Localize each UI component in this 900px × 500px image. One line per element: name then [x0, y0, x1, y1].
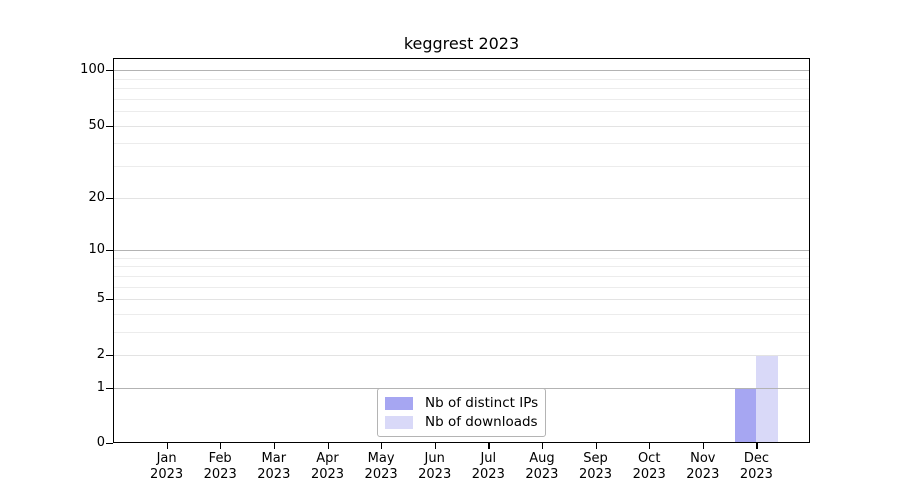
x-tick-jan — [166, 443, 168, 449]
x-tick-label-dec: Dec 2023 — [724, 451, 788, 483]
bar-dec-nb-of-downloads — [756, 355, 778, 443]
y-gridline-2 — [113, 355, 810, 357]
legend-swatch-downloads — [385, 416, 413, 429]
y-tick-label-100: 100 — [80, 62, 105, 78]
x-tick-year-feb: 2023 — [203, 467, 237, 482]
x-tick-feb — [220, 443, 222, 449]
x-tick-month-jul: Jul — [480, 451, 497, 466]
y-gridline-5 — [113, 299, 810, 300]
x-tick-year-nov: 2023 — [686, 467, 720, 482]
x-tick-year-dec: 2023 — [739, 467, 773, 482]
x-tick-nov — [702, 443, 705, 449]
x-tick-label-may: May 2023 — [349, 451, 413, 483]
x-tick-year-jan: 2023 — [150, 467, 184, 482]
x-tick-month-sep: Sep — [583, 451, 608, 466]
x-tick-year-sep: 2023 — [578, 467, 613, 482]
x-tick-month-may: May — [367, 451, 395, 466]
x-tick-oct — [649, 443, 651, 449]
y-gridline-minor-3 — [113, 331, 810, 333]
y-tick-label-20: 20 — [88, 189, 105, 205]
legend: Nb of distinct IPs Nb of downloads — [377, 388, 546, 437]
chart-title: keggrest 2023 — [403, 34, 520, 53]
y-gridline-minor-6 — [113, 286, 810, 288]
y-gridline-minor-4 — [113, 313, 810, 315]
x-tick-jun — [434, 443, 436, 449]
x-tick-sep — [595, 443, 597, 449]
y-gridline-minor-30 — [113, 165, 810, 167]
legend-item-distinct-ips: Nb of distinct IPs — [385, 394, 539, 413]
x-tick-month-jun: Jun — [424, 451, 445, 466]
x-tick-year-may: 2023 — [364, 467, 398, 482]
x-tick-may — [381, 443, 383, 449]
y-tick-label-2: 2 — [96, 347, 105, 363]
x-tick-apr — [327, 443, 329, 449]
x-tick-month-aug: Aug — [529, 451, 555, 466]
x-tick-year-oct: 2023 — [632, 467, 666, 482]
x-tick-year-jul: 2023 — [471, 467, 505, 482]
y-tick-label-0: 0 — [96, 435, 105, 450]
y-tick-label-1: 1 — [96, 380, 105, 395]
y-tick-label-50: 50 — [88, 117, 105, 133]
y-gridline-minor-9 — [113, 257, 810, 259]
x-tick-label-jul: Jul 2023 — [456, 451, 520, 483]
x-tick-month-oct: Oct — [637, 451, 661, 466]
x-tick-year-apr: 2023 — [310, 467, 345, 482]
x-tick-year-jun: 2023 — [418, 467, 452, 482]
legend-swatch-distinct-ips — [385, 397, 413, 410]
y-tick-0 — [106, 443, 113, 445]
x-tick-label-apr: Apr 2023 — [296, 451, 360, 483]
x-tick-dec — [756, 443, 758, 449]
x-tick-month-nov: Nov — [690, 451, 716, 466]
x-tick-year-aug: 2023 — [525, 467, 559, 482]
legend-label-distinct-ips: Nb of distinct IPs — [425, 395, 539, 411]
x-tick-year-mar: 2023 — [257, 467, 291, 482]
x-tick-label-sep: Sep 2023 — [564, 451, 628, 483]
y-tick-label-5: 5 — [96, 291, 105, 306]
x-tick-month-mar: Mar — [261, 451, 287, 466]
x-tick-label-mar: Mar 2023 — [242, 451, 306, 483]
x-tick-aug — [541, 443, 544, 449]
x-tick-month-apr: Apr — [316, 451, 339, 466]
y-gridline-minor-7 — [113, 275, 810, 277]
y-gridline-50 — [113, 125, 810, 127]
bar-dec-nb-of-distinct-ips — [734, 388, 757, 443]
y-gridline-minor-90 — [113, 78, 810, 80]
y-tick-10 — [106, 249, 113, 252]
x-tick-jul — [488, 443, 490, 449]
y-gridline-minor-80 — [113, 88, 810, 90]
x-tick-label-oct: Oct 2023 — [617, 451, 681, 483]
legend-label-downloads: Nb of downloads — [425, 414, 538, 430]
y-gridline-100 — [113, 70, 810, 72]
x-tick-mar — [273, 443, 276, 449]
y-gridline-10 — [113, 249, 810, 251]
y-tick-label-10: 10 — [88, 241, 105, 257]
x-tick-label-aug: Aug 2023 — [510, 451, 574, 483]
x-tick-label-nov: Nov 2023 — [671, 451, 735, 483]
x-tick-month-dec: Dec — [743, 451, 769, 466]
y-gridline-minor-8 — [113, 266, 810, 268]
y-gridline-20 — [113, 197, 810, 199]
x-tick-month-feb: Feb — [208, 451, 232, 466]
y-tick-2 — [106, 355, 113, 357]
legend-item-downloads: Nb of downloads — [385, 413, 538, 432]
y-tick-100 — [106, 70, 113, 72]
y-tick-50 — [106, 125, 113, 127]
y-tick-5 — [106, 299, 113, 301]
y-gridline-minor-60 — [113, 111, 810, 113]
x-tick-label-jun: Jun 2023 — [403, 451, 467, 483]
y-gridline-minor-70 — [113, 98, 810, 100]
y-gridline-minor-40 — [113, 143, 810, 145]
y-tick-1 — [106, 388, 113, 390]
x-tick-month-jan: Jan — [156, 451, 177, 466]
x-tick-label-feb: Feb 2023 — [188, 451, 252, 483]
y-tick-20 — [106, 197, 113, 199]
x-tick-label-jan: Jan 2023 — [135, 451, 199, 483]
